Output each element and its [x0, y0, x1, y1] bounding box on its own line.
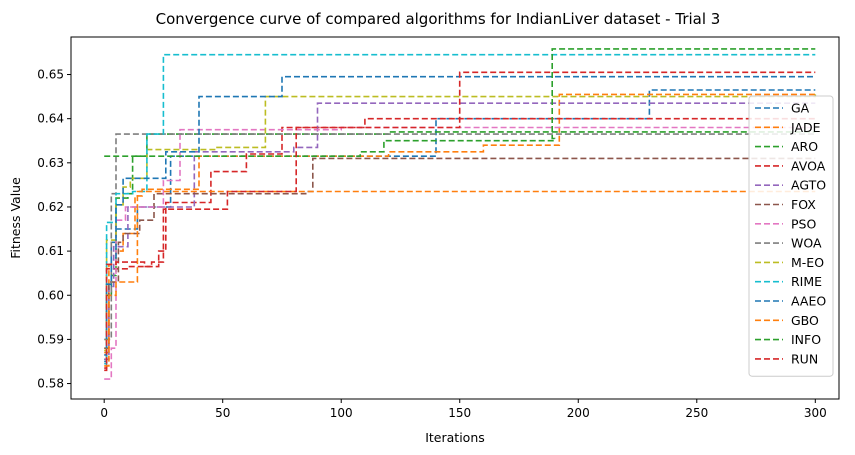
series-line-rime [104, 53, 816, 365]
series-line-fox [104, 157, 816, 349]
legend-label-rime: RIME [791, 274, 822, 289]
legend-label-run: RUN [791, 351, 818, 366]
legend-label-m-eo: M-EO [791, 255, 824, 270]
legend-label-fox: FOX [791, 197, 816, 212]
series-line-info [104, 48, 816, 157]
x-tick-label: 100 [330, 406, 353, 420]
series-line-avoa [104, 117, 816, 369]
y-tick-label: 0.59 [37, 332, 64, 346]
series-line-run [104, 71, 816, 372]
y-tick-label: 0.61 [37, 244, 64, 258]
y-tick-label: 0.65 [37, 68, 64, 82]
series-line-woa [104, 133, 816, 341]
x-axis-label: Iterations [425, 430, 485, 445]
series-line-gbo [104, 190, 816, 367]
x-tick-label: 250 [685, 406, 708, 420]
legend-label-aaeo: AAEO [791, 294, 826, 309]
legend-label-aro: ARO [791, 139, 818, 154]
y-axis-ticks: 0.58 0.59 0.60 0.61 0.62 0.63 0.64 0.65 [37, 68, 71, 391]
x-tick-label: 0 [100, 406, 108, 420]
y-tick-label: 0.58 [37, 377, 64, 391]
legend-label-gbo: GBO [791, 313, 819, 328]
series-layer [104, 48, 817, 380]
series-line-aaeo [104, 75, 816, 356]
x-axis-ticks: 0 50 100 150 200 250 300 [100, 399, 827, 420]
series-line-jade [104, 93, 816, 354]
series-line-agto [104, 102, 816, 361]
x-tick-label: 50 [215, 406, 230, 420]
legend: GA JADE ARO AVOA AGTO FOX PSO WOA M-EO RIME AAEO GB… [748, 95, 834, 377]
x-tick-label: 200 [567, 406, 590, 420]
x-tick-label: 300 [804, 406, 827, 420]
chart-title: Convergence curve of compared algorithms… [156, 10, 721, 28]
legend-label-avoa: AVOA [791, 158, 826, 173]
y-tick-label: 0.62 [37, 200, 64, 214]
y-tick-label: 0.60 [37, 288, 64, 302]
legend-label-jade: JADE [790, 120, 821, 135]
legend-label-info: INFO [791, 332, 821, 347]
x-tick-label: 150 [448, 406, 471, 420]
legend-label-woa: WOA [791, 236, 822, 251]
y-axis-label: Fitness Value [8, 177, 23, 259]
series-line-aro [104, 131, 816, 361]
plot-frame [70, 36, 840, 400]
y-tick-label: 0.64 [37, 112, 64, 126]
series-line-m-eo [104, 94, 817, 352]
series-line-ga [104, 89, 816, 363]
y-tick-label: 0.63 [37, 156, 64, 170]
series-line-pso [104, 126, 816, 380]
legend-label-pso: PSO [791, 216, 816, 231]
legend-label-agto: AGTO [791, 178, 826, 193]
legend-label-ga: GA [791, 101, 810, 116]
